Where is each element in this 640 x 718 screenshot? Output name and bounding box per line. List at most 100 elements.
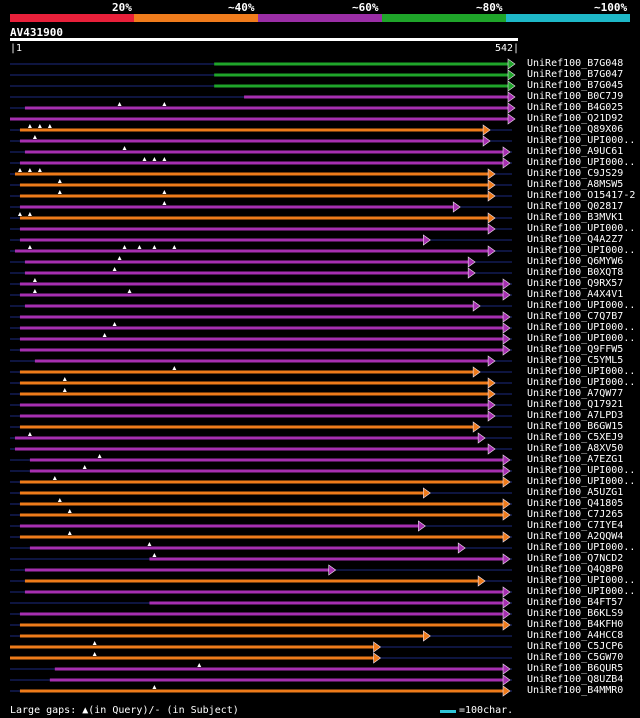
hit-label[interactable]: UniRef100_A7LPD3 (527, 410, 624, 421)
query-gap-marker (32, 289, 37, 293)
query-gap-marker (137, 245, 142, 249)
hit-label[interactable]: UniRef100_B0XQT8 (527, 267, 624, 278)
scale-label-100: ~100% (594, 1, 628, 14)
hit-label[interactable]: UniRef100_UPI000.. (527, 575, 636, 586)
query-start: |1 (10, 43, 23, 54)
hit-label[interactable]: UniRef100_B6KLS9 (527, 608, 624, 619)
hit-label[interactable]: UniRef100_B3MVK1 (527, 212, 624, 223)
hit-label[interactable]: UniRef100_UPI000.. (527, 245, 636, 256)
hit-label[interactable]: UniRef100_Q9FFW5 (527, 344, 624, 355)
hit-arrow (502, 619, 511, 631)
hit-arrow (507, 91, 516, 103)
hit-label[interactable]: UniRef100_A8MSW5 (527, 179, 624, 190)
hit-arrow (423, 234, 431, 246)
hit-label[interactable]: UniRef100_C5GW70 (527, 652, 624, 663)
query-gap-marker (197, 663, 202, 667)
query-gap-marker (57, 498, 62, 502)
hit-label[interactable]: UniRef100_UPI000.. (527, 333, 636, 344)
hit-arrow (452, 201, 461, 213)
hit-label[interactable]: UniRef100_B7G048 (527, 58, 624, 69)
hit-label[interactable]: UniRef100_B0C7J9 (527, 91, 624, 102)
color-segment-20 (10, 14, 134, 22)
hit-label[interactable]: UniRef100_Q17921 (527, 399, 624, 410)
hit-label[interactable]: UniRef100_B4MMR0 (527, 685, 624, 696)
hit-label[interactable]: UniRef100_Q8UZB4 (527, 674, 624, 685)
hit-arrow (477, 432, 486, 444)
hit-label[interactable]: UniRef100_UPI000.. (527, 300, 636, 311)
hit-label[interactable]: UniRef100_UPI000.. (527, 542, 636, 553)
hit-arrow (477, 575, 486, 587)
query-gap-marker (27, 245, 32, 249)
hit-arrow (502, 344, 511, 356)
hit-label[interactable]: UniRef100_B7G047 (527, 69, 624, 80)
hit-label[interactable]: UniRef100_A7QW77 (527, 388, 624, 399)
hit-arrow (373, 652, 382, 664)
hit-label[interactable]: UniRef100_Q41805 (527, 498, 624, 509)
query-gap-marker (67, 531, 72, 535)
hit-label[interactable]: UniRef100_C9JS29 (527, 168, 624, 179)
hit-arrow (418, 520, 426, 532)
hit-label[interactable]: UniRef100_A5UZG1 (527, 487, 624, 498)
hit-label[interactable]: UniRef100_C7IYE4 (527, 520, 624, 531)
hit-arrow (328, 564, 337, 576)
hit-arrow (502, 608, 511, 620)
hit-arrow (502, 311, 511, 323)
color-segment-60 (258, 14, 382, 22)
hit-label[interactable]: UniRef100_UPI000.. (527, 322, 636, 333)
hit-arrow (487, 388, 496, 400)
query-gap-marker (37, 168, 42, 172)
hit-label[interactable]: UniRef100_Q4A2Z7 (527, 234, 624, 245)
query-gap-marker (122, 245, 127, 249)
hit-label[interactable]: UniRef100_Q7NCD2 (527, 553, 624, 564)
hit-label[interactable]: UniRef100_A8XV50 (527, 443, 624, 454)
query-gap-marker (52, 476, 57, 480)
hit-label[interactable]: UniRef100_Q4Q8P0 (527, 564, 624, 575)
hit-label[interactable]: UniRef100_B6GW15 (527, 421, 624, 432)
hit-label[interactable]: UniRef100_A2QQW4 (527, 531, 624, 542)
hit-label[interactable]: UniRef100_B4KFH0 (527, 619, 624, 630)
hit-label[interactable]: UniRef100_C5JCP6 (527, 641, 624, 652)
hit-label[interactable]: UniRef100_A7EZG1 (527, 454, 624, 465)
hit-label[interactable]: UniRef100_C7Q7B7 (527, 311, 624, 322)
hit-arrow (502, 509, 511, 521)
hit-label[interactable]: UniRef100_Q89X06 (527, 124, 624, 135)
hit-label[interactable]: UniRef100_UPI000.. (527, 586, 636, 597)
query-gap-marker (27, 432, 32, 436)
hit-label[interactable]: UniRef100_B4G025 (527, 102, 624, 113)
hit-arrow (502, 597, 511, 609)
scale-label-20: 20% (112, 1, 132, 14)
hit-label[interactable]: UniRef100_Q6MYW6 (527, 256, 624, 267)
hit-label[interactable]: UniRef100_C5YML5 (527, 355, 624, 366)
hit-label[interactable]: UniRef100_UPI000.. (527, 366, 636, 377)
query-id[interactable]: AV431900 (10, 26, 63, 39)
hit-arrow (423, 630, 431, 642)
hit-label[interactable]: UniRef100_O15417-2 (527, 190, 636, 201)
hit-arrow (472, 366, 481, 378)
hit-label[interactable]: UniRef100_UPI000.. (527, 476, 636, 487)
hit-arrow (487, 355, 496, 367)
hit-label[interactable]: UniRef100_UPI000.. (527, 223, 636, 234)
hit-arrow (487, 399, 496, 411)
hit-label[interactable]: UniRef100_UPI000.. (527, 157, 636, 168)
query-gap-marker (37, 124, 42, 128)
query-gap-marker (82, 465, 87, 469)
hit-label[interactable]: UniRef100_Q02817 (527, 201, 624, 212)
hit-label[interactable]: UniRef100_UPI000.. (527, 465, 636, 476)
hit-label[interactable]: UniRef100_C5XEJ9 (527, 432, 624, 443)
query-gap-marker (92, 641, 97, 645)
query-gap-marker (27, 212, 32, 216)
hit-label[interactable]: UniRef100_C7J265 (527, 509, 624, 520)
query-gap-marker (127, 289, 132, 293)
hit-label[interactable]: UniRef100_B7G045 (527, 80, 624, 91)
hit-label[interactable]: UniRef100_A4X4V1 (527, 289, 624, 300)
hit-label[interactable]: UniRef100_UPI000.. (527, 135, 636, 146)
hit-label[interactable]: UniRef100_B6QUR5 (527, 663, 624, 674)
hit-arrow (487, 443, 496, 455)
query-end: 542| (495, 43, 520, 54)
hit-label[interactable]: UniRef100_Q9RX57 (527, 278, 624, 289)
hit-label[interactable]: UniRef100_UPI000.. (527, 377, 636, 388)
hit-label[interactable]: UniRef100_B4FT57 (527, 597, 624, 608)
hit-label[interactable]: UniRef100_A9UC61 (527, 146, 624, 157)
hit-label[interactable]: UniRef100_Q21D92 (527, 113, 624, 124)
hit-label[interactable]: UniRef100_A4HCC8 (527, 630, 624, 641)
